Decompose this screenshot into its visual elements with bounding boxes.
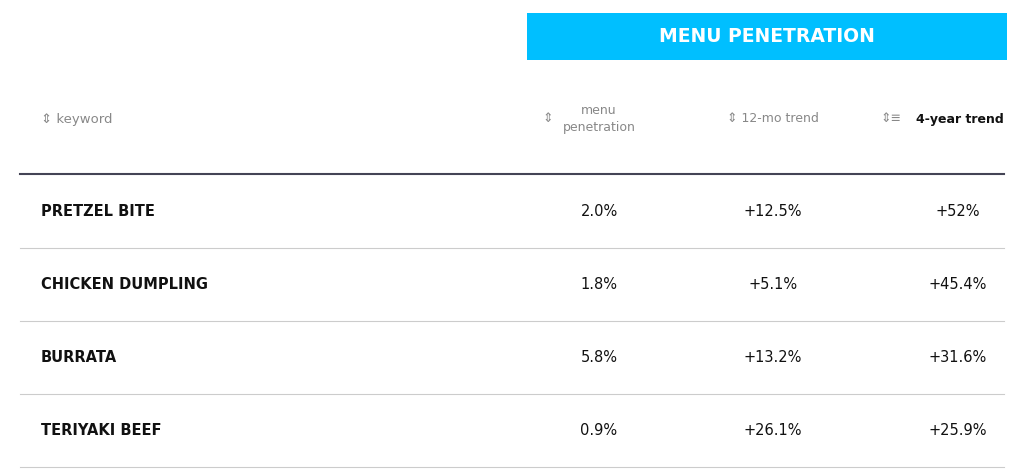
Text: +12.5%: +12.5%: [743, 204, 803, 219]
Text: ⇕≡: ⇕≡: [881, 112, 902, 126]
Text: 0.9%: 0.9%: [581, 423, 617, 438]
Text: PRETZEL BITE: PRETZEL BITE: [41, 204, 155, 219]
Text: 2.0%: 2.0%: [581, 204, 617, 219]
Text: 4-year trend: 4-year trend: [916, 112, 1005, 126]
Text: MENU PENETRATION: MENU PENETRATION: [659, 27, 874, 46]
Text: BURRATA: BURRATA: [41, 350, 117, 365]
FancyBboxPatch shape: [527, 13, 1007, 60]
Text: +26.1%: +26.1%: [743, 423, 803, 438]
Text: ⇕ keyword: ⇕ keyword: [41, 112, 113, 126]
Text: +31.6%: +31.6%: [929, 350, 986, 365]
Text: 5.8%: 5.8%: [581, 350, 617, 365]
Text: 1.8%: 1.8%: [581, 277, 617, 292]
Text: menu
penetration: menu penetration: [562, 104, 636, 134]
Text: +5.1%: +5.1%: [749, 277, 798, 292]
Text: +13.2%: +13.2%: [743, 350, 803, 365]
Text: ⇕ 12-mo trend: ⇕ 12-mo trend: [727, 112, 819, 126]
Text: +25.9%: +25.9%: [928, 423, 987, 438]
Text: +45.4%: +45.4%: [928, 277, 987, 292]
Text: TERIYAKI BEEF: TERIYAKI BEEF: [41, 423, 162, 438]
Text: +52%: +52%: [935, 204, 980, 219]
Text: CHICKEN DUMPLING: CHICKEN DUMPLING: [41, 277, 208, 292]
Text: ⇕: ⇕: [543, 112, 553, 126]
